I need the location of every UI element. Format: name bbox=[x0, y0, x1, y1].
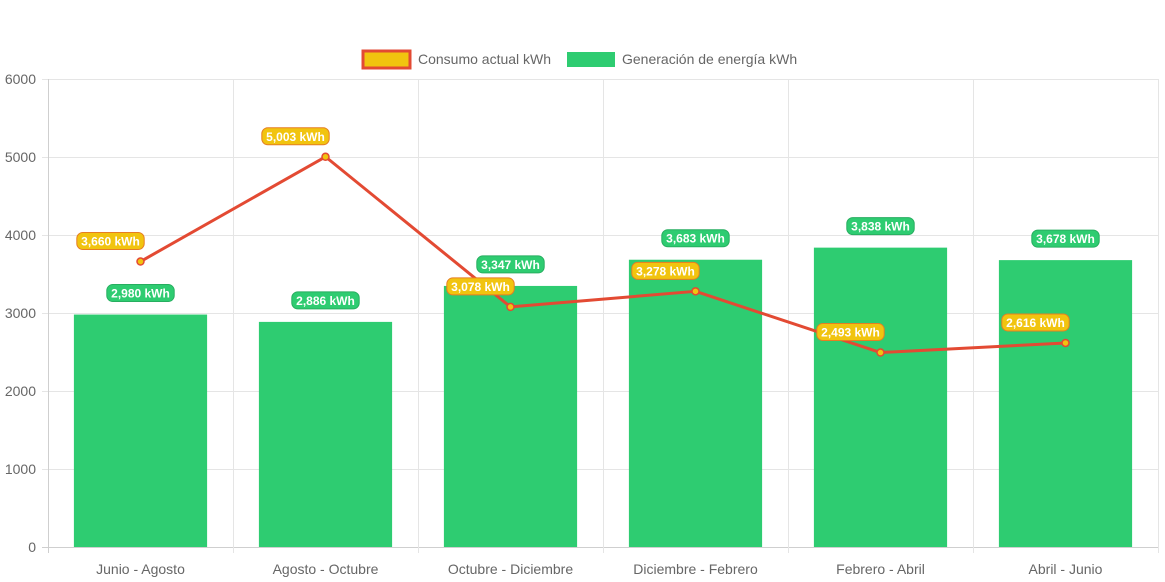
y-axis: 0 1000 2000 3000 4000 5000 6000 bbox=[5, 71, 36, 555]
data-label-box bbox=[291, 291, 360, 310]
data-labels: 2,980 kWh 2,886 kWh 3,347 kWh 3,683 kWh 3,83… bbox=[76, 127, 1100, 342]
grid bbox=[42, 79, 1159, 553]
bar-data-label: 3,678 kWh bbox=[1031, 229, 1100, 248]
data-label-text: 3,838 kWh bbox=[851, 220, 910, 234]
line-data-label: 5,003 kWh bbox=[261, 127, 330, 146]
y-tick-label: 2000 bbox=[5, 383, 36, 399]
x-tick-label: Octubre - Diciembre bbox=[448, 561, 573, 577]
line-point[interactable] bbox=[136, 257, 145, 266]
line-series bbox=[136, 152, 1070, 357]
bar[interactable] bbox=[258, 321, 393, 547]
x-tick-label: Abril - Junio bbox=[1029, 561, 1103, 577]
data-label-text: 2,886 kWh bbox=[296, 294, 355, 308]
bar-data-label: 3,347 kWh bbox=[476, 255, 545, 274]
data-label-box bbox=[846, 217, 915, 236]
legend-item-consumo[interactable]: Consumo actual kWh bbox=[361, 49, 551, 70]
line-data-label: 2,616 kWh bbox=[1001, 313, 1070, 332]
line-data-label: 3,278 kWh bbox=[631, 261, 700, 280]
line-point[interactable] bbox=[506, 302, 515, 312]
data-label-box bbox=[631, 261, 700, 280]
data-label-box bbox=[1031, 229, 1100, 248]
legend-label-generacion: Generación de energía kWh bbox=[622, 51, 797, 67]
line-point[interactable] bbox=[691, 287, 700, 296]
data-label-text: 3,660 kWh bbox=[81, 235, 140, 249]
x-tick-label: Agosto - Octubre bbox=[273, 561, 379, 577]
data-label-box bbox=[476, 255, 545, 274]
y-tick-label: 4000 bbox=[5, 227, 36, 243]
x-tick-label: Febrero - Abril bbox=[836, 561, 925, 577]
y-tick-label: 6000 bbox=[5, 71, 36, 87]
x-tick-label: Junio - Agosto bbox=[96, 561, 185, 577]
y-tick-label: 0 bbox=[28, 539, 36, 555]
bar-series bbox=[73, 247, 1133, 548]
data-label-box bbox=[261, 127, 330, 146]
data-label-box bbox=[76, 232, 145, 251]
bar[interactable] bbox=[628, 259, 763, 547]
legend: Consumo actual kWh Generación de energía… bbox=[361, 49, 797, 70]
data-label-text: 3,347 kWh bbox=[481, 258, 540, 272]
line-data-label: 3,078 kWh bbox=[446, 277, 515, 296]
bar-data-label: 2,980 kWh bbox=[106, 284, 175, 303]
data-label-text: 2,616 kWh bbox=[1006, 316, 1065, 330]
bar-data-label: 2,886 kWh bbox=[291, 291, 360, 310]
x-axis: Junio - Agosto Agosto - Octubre Octubre - … bbox=[96, 561, 1103, 577]
data-label-text: 2,493 kWh bbox=[821, 326, 880, 340]
legend-swatch-consumo bbox=[361, 49, 412, 70]
line-point[interactable] bbox=[321, 152, 330, 162]
legend-label-consumo: Consumo actual kWh bbox=[418, 51, 551, 67]
bar[interactable] bbox=[998, 260, 1133, 547]
line-data-label: 2,493 kWh bbox=[816, 323, 885, 342]
x-tick-label: Diciembre - Febrero bbox=[633, 561, 758, 577]
bar[interactable] bbox=[443, 285, 578, 547]
y-tick-label: 1000 bbox=[5, 461, 36, 477]
bar-data-label: 3,683 kWh bbox=[661, 229, 730, 248]
data-label-box bbox=[106, 284, 175, 303]
legend-swatch-generacion bbox=[567, 52, 615, 67]
line-path bbox=[139, 155, 1066, 355]
line-point[interactable] bbox=[876, 348, 885, 357]
data-label-box bbox=[816, 323, 885, 342]
line-data-label: 3,660 kWh bbox=[76, 232, 145, 251]
y-tick-label: 5000 bbox=[5, 149, 36, 165]
y-tick-label: 3000 bbox=[5, 305, 36, 321]
data-label-text: 3,683 kWh bbox=[666, 232, 725, 246]
data-label-text: 3,278 kWh bbox=[636, 264, 695, 278]
bar[interactable] bbox=[813, 247, 948, 548]
line-point[interactable] bbox=[1061, 338, 1070, 348]
legend-item-generacion[interactable]: Generación de energía kWh bbox=[567, 51, 797, 67]
data-label-text: 3,078 kWh bbox=[451, 280, 510, 294]
data-label-text: 2,980 kWh bbox=[111, 287, 170, 301]
data-label-box bbox=[661, 229, 730, 248]
bar-data-label: 3,838 kWh bbox=[846, 217, 915, 236]
data-label-box bbox=[1001, 313, 1070, 332]
data-label-text: 5,003 kWh bbox=[266, 130, 325, 144]
data-label-box bbox=[446, 277, 515, 296]
data-label-text: 3,678 kWh bbox=[1036, 232, 1095, 246]
bar[interactable] bbox=[73, 314, 208, 547]
